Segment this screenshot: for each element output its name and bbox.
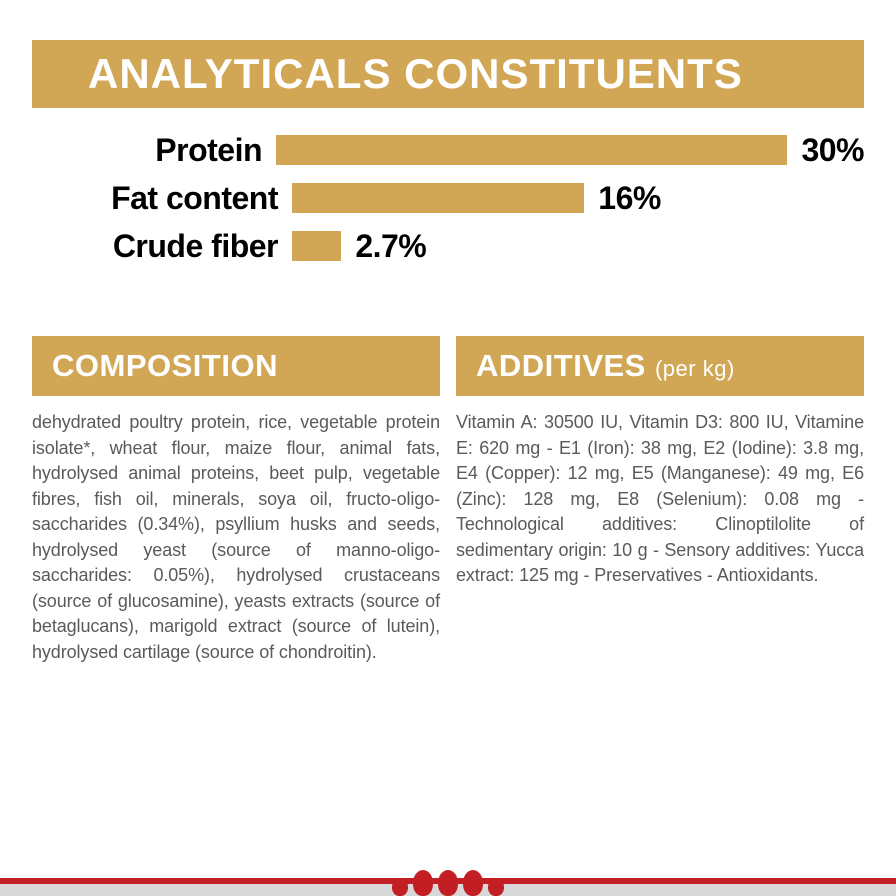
crown-petal	[392, 878, 408, 896]
bar-value: 16%	[584, 180, 661, 217]
bar-label: Fat content	[38, 180, 292, 217]
bars-container: Protein 30% Fat content 16% Crude fiber …	[32, 132, 864, 264]
additives-suffix: (per kg)	[655, 356, 735, 381]
bar-protein: Protein 30%	[38, 132, 864, 168]
additives-column: ADDITIVES (per kg) Vitamin A: 30500 IU, …	[456, 336, 864, 665]
composition-column: COMPOSITION dehydrated poultry protein, …	[32, 336, 440, 665]
crown-petal	[438, 870, 458, 896]
composition-header: COMPOSITION	[32, 336, 440, 396]
crown-petal	[413, 870, 433, 896]
additives-title: ADDITIVES	[476, 348, 646, 383]
composition-body: dehydrated poultry protein, rice, vegeta…	[32, 410, 440, 665]
crown-petal	[488, 878, 504, 896]
columns: COMPOSITION dehydrated poultry protein, …	[32, 336, 864, 665]
additives-header: ADDITIVES (per kg)	[456, 336, 864, 396]
additives-body: Vitamin A: 30500 IU, Vitamin D3: 800 IU,…	[456, 410, 864, 589]
bar-value: 2.7%	[341, 228, 426, 265]
crown-logo	[392, 870, 504, 896]
bar-fill	[292, 183, 584, 213]
footer	[0, 852, 896, 896]
bar-fill	[276, 135, 787, 165]
bar-fiber: Crude fiber 2.7%	[38, 228, 864, 264]
bar-value: 30%	[787, 132, 864, 169]
bar-label: Crude fiber	[38, 228, 292, 265]
bar-fat: Fat content 16%	[38, 180, 864, 216]
bar-label: Protein	[38, 132, 276, 169]
analyticals-header: ANALYTICALS CONSTITUENTS	[32, 40, 864, 108]
crown-petal	[463, 870, 483, 896]
bar-fill	[292, 231, 341, 261]
